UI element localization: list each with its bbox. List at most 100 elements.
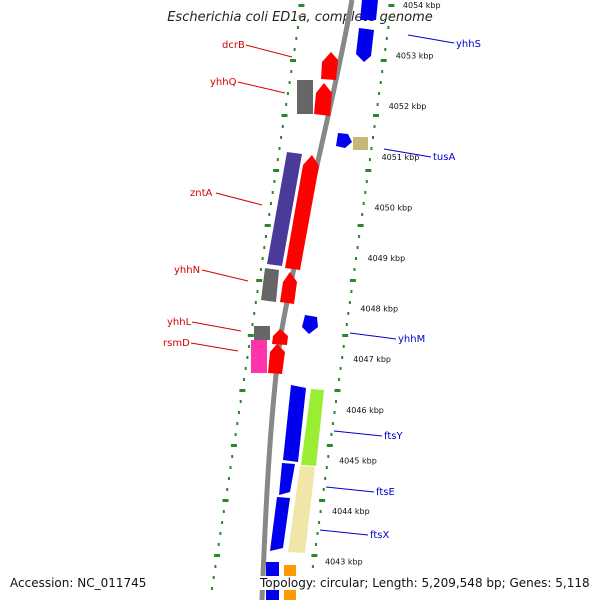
gene-rsmD[interactable] xyxy=(268,344,285,374)
tick-dot xyxy=(270,202,272,205)
tick-dot xyxy=(324,477,327,480)
gene-ftsX[interactable] xyxy=(270,497,290,551)
tick-dot xyxy=(227,477,230,480)
tick-dot xyxy=(345,323,348,326)
gene-ftsE[interactable] xyxy=(279,463,295,495)
gene-yhhL-grey[interactable] xyxy=(254,326,270,340)
tick-dot xyxy=(373,125,376,128)
gene-label-yhhM[interactable]: yhhM xyxy=(398,334,425,345)
scale-tick-label: 4046 kbp xyxy=(346,406,384,415)
gene-tusA-part2[interactable] xyxy=(353,137,368,150)
tick-dot xyxy=(334,389,341,392)
tick-dot xyxy=(248,345,251,348)
tick-dot xyxy=(244,367,247,370)
gene-label-zntA[interactable]: zntA xyxy=(190,188,213,199)
reverse-strand-features xyxy=(251,52,338,374)
tick-dot xyxy=(384,48,387,51)
gene-label-dcrB[interactable]: dcrB xyxy=(222,40,245,51)
tick-dot xyxy=(353,268,356,271)
accession-text: Accession: NC_011745 xyxy=(10,576,147,590)
tick-dot xyxy=(318,521,321,524)
tick-dot xyxy=(273,180,276,183)
gene-ftsY-yellowgreen[interactable] xyxy=(301,389,324,466)
tick-dot xyxy=(388,4,395,7)
topology-text: Topology: circular; Length: 5,209,548 bp… xyxy=(260,576,590,590)
tick-dot xyxy=(358,235,361,238)
tick-dot xyxy=(288,81,291,84)
tick-dot xyxy=(378,92,381,95)
tick-dot xyxy=(365,169,372,172)
tick-dot xyxy=(281,114,288,117)
gene-label-rsmD[interactable]: rsmD xyxy=(163,338,190,349)
gene-yhhQ[interactable] xyxy=(314,83,332,116)
gene-leader-line xyxy=(215,192,263,206)
gene-label-yhhS[interactable]: yhhS xyxy=(456,39,481,50)
gene-yhhN-grey[interactable] xyxy=(261,268,279,302)
gene-leader-line xyxy=(407,34,455,44)
tick-dot xyxy=(379,81,382,84)
tick-dot xyxy=(365,180,368,183)
gene-leader-line xyxy=(319,529,369,536)
tick-dot xyxy=(388,15,391,18)
tick-dot xyxy=(325,466,328,469)
gene-yhhQ-grey[interactable] xyxy=(297,80,313,114)
gene-label-ftsX[interactable]: ftsX xyxy=(370,530,389,541)
tick-dot xyxy=(347,312,350,315)
tick-dot xyxy=(285,103,288,106)
forward-strand-features xyxy=(266,0,378,600)
scale-tick-label: 4049 kbp xyxy=(368,254,406,263)
tick-dot xyxy=(330,433,333,436)
scale-tick-label: 4053 kbp xyxy=(396,52,434,61)
tick-dot xyxy=(256,290,259,293)
gene-yhhS-top[interactable] xyxy=(360,0,378,20)
tick-dot xyxy=(319,499,326,502)
scale-tick-layer: 4054 kbp 4053 kbp 4052 kbp 4051 kbp 4050 kbp… xyxy=(325,1,441,567)
gene-leader-line xyxy=(325,486,375,493)
gene-label-tusA[interactable]: tusA xyxy=(433,152,455,163)
tick-dot xyxy=(265,235,267,238)
tick-dot xyxy=(298,15,301,18)
tick-dot xyxy=(311,565,314,568)
gene-label-ftsE[interactable]: ftsE xyxy=(376,487,395,498)
gene-ftsE-pale[interactable] xyxy=(288,466,315,553)
gene-yhhS[interactable] xyxy=(356,28,374,62)
inner-tick-ring xyxy=(308,4,395,590)
gene-yhhN[interactable] xyxy=(280,272,297,304)
gene-label-yhhN[interactable]: yhhN xyxy=(174,265,200,276)
tick-dot xyxy=(263,246,266,249)
scale-tick-label: 4050 kbp xyxy=(375,203,413,212)
tick-dot xyxy=(297,26,299,29)
scale-tick-label: 4044 kbp xyxy=(332,507,370,516)
gene-label-ftsY[interactable]: ftsY xyxy=(384,431,403,442)
tick-dot xyxy=(338,378,341,381)
tick-dot xyxy=(372,136,374,139)
tick-dot xyxy=(278,147,281,150)
gene-leader-line xyxy=(333,430,383,437)
tick-dot xyxy=(355,257,357,260)
gene-yhhM[interactable] xyxy=(302,315,318,334)
gene-rsmD-pink[interactable] xyxy=(251,340,267,373)
tick-dot xyxy=(322,488,325,491)
tick-dot xyxy=(221,521,224,524)
gene-dcrB[interactable] xyxy=(321,52,338,80)
gene-zntA[interactable] xyxy=(285,155,319,270)
tick-dot xyxy=(256,279,263,282)
tick-dot xyxy=(243,378,245,381)
tick-dot xyxy=(268,213,271,216)
gene-leader-line xyxy=(201,269,249,282)
gene-yhhL[interactable] xyxy=(272,329,288,345)
gene-label-layer: dcrB yhhQ zntA yhhN yhhL rsmD yhhS tusA yhhM ftsY… xyxy=(163,34,481,541)
tick-dot xyxy=(281,125,284,128)
gene-label-yhhQ[interactable]: yhhQ xyxy=(210,77,237,88)
gene-leader-line xyxy=(237,81,286,94)
tick-dot xyxy=(315,543,317,546)
tick-dot xyxy=(350,290,353,293)
tick-dot xyxy=(331,422,334,425)
tick-dot xyxy=(226,488,229,491)
gene-zntA-purple[interactable] xyxy=(267,152,302,266)
gene-label-yhhL[interactable]: yhhL xyxy=(167,317,192,328)
gene-tusA-part1[interactable] xyxy=(336,133,352,148)
tick-dot xyxy=(342,334,349,337)
gene-ftsY[interactable] xyxy=(283,385,306,462)
